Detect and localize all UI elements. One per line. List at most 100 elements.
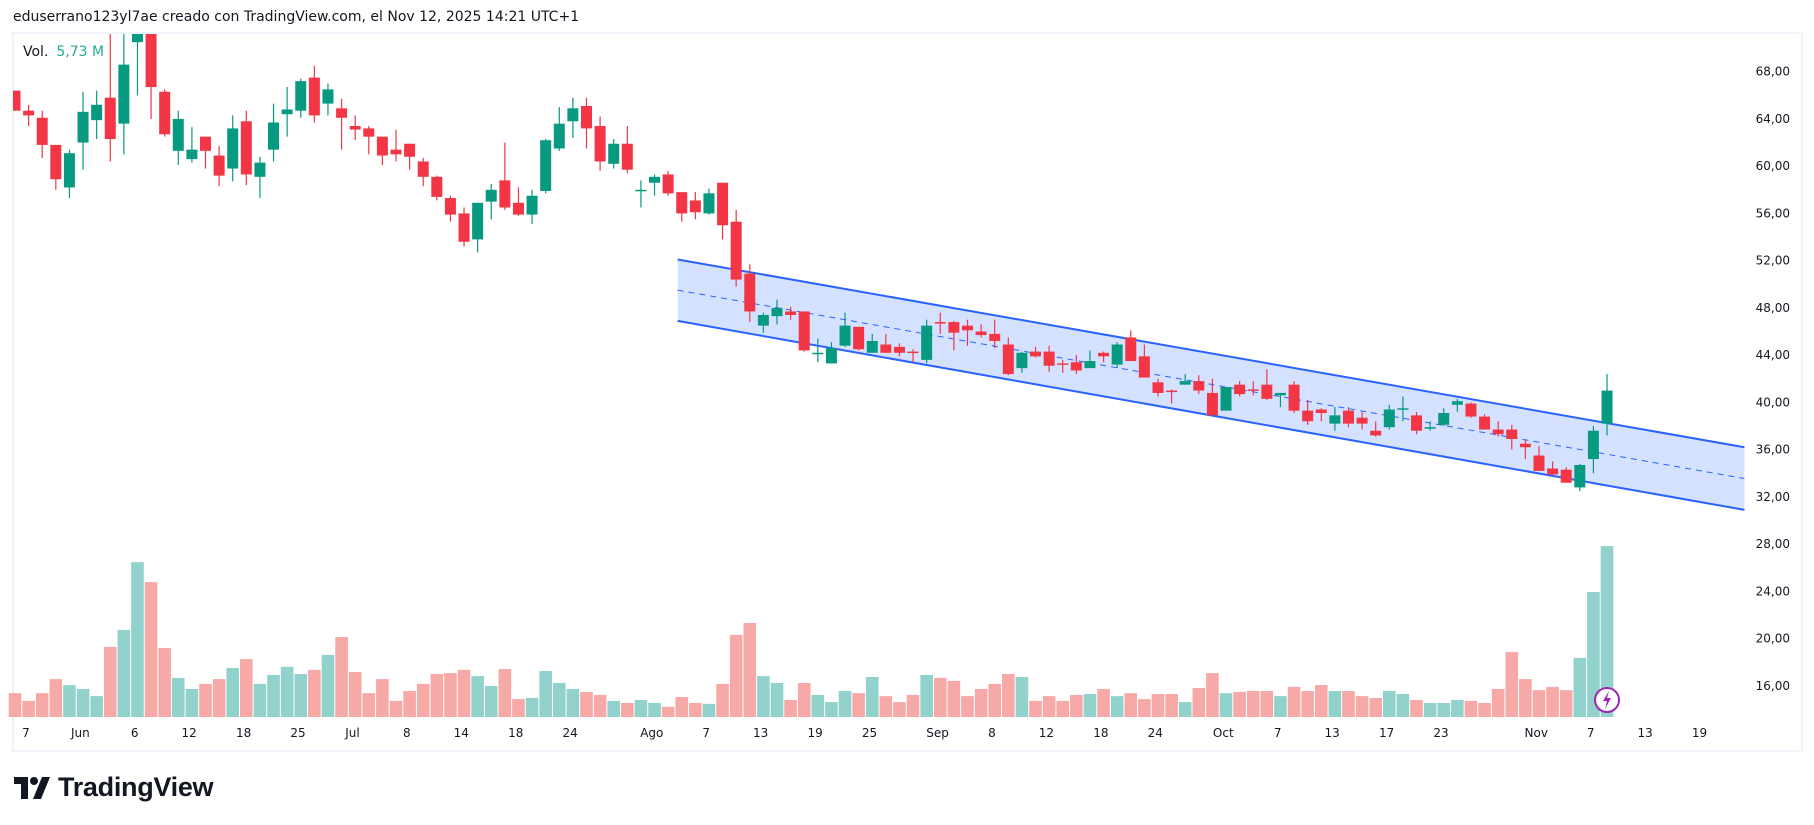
- candle: [1084, 350, 1096, 369]
- candle-body: [730, 221, 742, 280]
- volume-bar: [185, 688, 199, 717]
- candle-body: [458, 213, 470, 242]
- tradingview-logo[interactable]: TradingView: [14, 772, 214, 803]
- time-tick-label: 13: [753, 726, 768, 740]
- volume-bar: [675, 697, 689, 717]
- candle: [1030, 346, 1042, 358]
- candle: [1002, 337, 1014, 376]
- volume-bar: [416, 683, 430, 717]
- volume-bar: [1355, 696, 1369, 717]
- candles: [13, 34, 1613, 491]
- candle: [567, 97, 579, 138]
- volume-bar: [484, 685, 498, 717]
- volume-bar: [1056, 700, 1070, 717]
- candle: [649, 174, 661, 196]
- candle: [948, 320, 960, 351]
- volume-bar: [403, 691, 416, 717]
- volume-bar: [1246, 691, 1260, 717]
- volume-legend-label: Vol.: [23, 44, 49, 60]
- volume-bar: [784, 699, 797, 717]
- volume-bar: [729, 634, 743, 717]
- candle: [322, 83, 334, 116]
- volume-bar: [1600, 546, 1614, 717]
- volume-bar: [1165, 694, 1178, 717]
- candle-body: [1574, 464, 1586, 488]
- candle: [349, 115, 361, 141]
- candle-body: [785, 311, 797, 315]
- candle: [621, 126, 633, 174]
- candle-body: [36, 117, 48, 145]
- candle-body: [118, 64, 130, 124]
- candle: [839, 312, 851, 347]
- candle-body: [281, 109, 293, 115]
- candle: [825, 342, 837, 364]
- candle-body: [1315, 409, 1327, 414]
- candle: [1179, 374, 1191, 385]
- candle: [444, 195, 456, 222]
- volume-bar: [961, 696, 974, 717]
- candle: [1138, 344, 1150, 378]
- candle: [145, 34, 157, 119]
- volume-bar: [1464, 700, 1478, 717]
- volume-bar: [1301, 691, 1314, 717]
- candle: [757, 312, 769, 333]
- channel-upper-line[interactable]: [677, 258, 1745, 449]
- price-axis[interactable]: 68,00 64,00 60,00 56,00 52,00 48,00 44,00 40,00…: [1756, 65, 1790, 693]
- candle: [1329, 407, 1341, 431]
- volume-bar: [879, 696, 893, 717]
- time-tick-label: 13: [1325, 726, 1340, 740]
- volume-bar: [757, 676, 770, 717]
- candle-body: [1288, 384, 1300, 411]
- candle: [104, 34, 116, 162]
- candle-body: [308, 77, 320, 116]
- candle-body: [23, 110, 35, 116]
- time-axis[interactable]: 7 Jun 6 12 18 25 Jul 8 14 18 24 Ago 7 13 19 25 Sep 8 12 18 2…: [22, 726, 1707, 740]
- volume-bar: [1505, 651, 1519, 717]
- channel-median-line[interactable]: [677, 289, 1745, 480]
- candle-body: [1070, 362, 1082, 371]
- candle-body: [1356, 417, 1368, 424]
- candle-body: [145, 34, 157, 88]
- candle-body: [1220, 387, 1232, 411]
- volume-bar: [1124, 693, 1138, 717]
- volume-bar: [103, 646, 117, 717]
- candle: [186, 127, 198, 163]
- volume-bar: [933, 677, 947, 717]
- price-tick-label: 24,00: [1756, 584, 1790, 598]
- candle: [1492, 421, 1504, 437]
- volume-bar: [171, 677, 185, 717]
- volume-bar: [865, 677, 879, 717]
- volume-bar: [348, 671, 362, 717]
- volume-bar: [35, 693, 49, 717]
- volume-bar: [430, 674, 444, 717]
- candle: [540, 139, 552, 194]
- lightning-event-icon[interactable]: [1594, 687, 1621, 713]
- candle-body: [1411, 415, 1423, 431]
- volume-bars: [8, 546, 1614, 717]
- candle: [662, 170, 674, 196]
- candle: [281, 87, 293, 137]
- volume-bar: [552, 682, 566, 717]
- time-tick-label: 25: [290, 726, 305, 740]
- candle: [893, 343, 905, 357]
- candle-body: [390, 149, 402, 155]
- candle-body: [1302, 410, 1314, 422]
- volume-bar: [607, 700, 621, 717]
- candle-body: [322, 89, 334, 104]
- candle-body: [1492, 429, 1504, 435]
- candle-body: [580, 105, 592, 129]
- volume-bar: [22, 700, 35, 717]
- candle-body: [948, 322, 960, 333]
- volume-bar: [1437, 702, 1451, 717]
- candle-body: [676, 192, 688, 214]
- volume-bar: [661, 706, 675, 717]
- candle: [1601, 374, 1613, 436]
- volume-bar: [8, 693, 22, 717]
- candle-body: [608, 143, 620, 164]
- candle: [36, 110, 48, 158]
- candle: [199, 136, 211, 169]
- candle-body: [1084, 361, 1096, 369]
- candle: [717, 182, 729, 240]
- tradingview-logo-text: TradingView: [58, 772, 214, 802]
